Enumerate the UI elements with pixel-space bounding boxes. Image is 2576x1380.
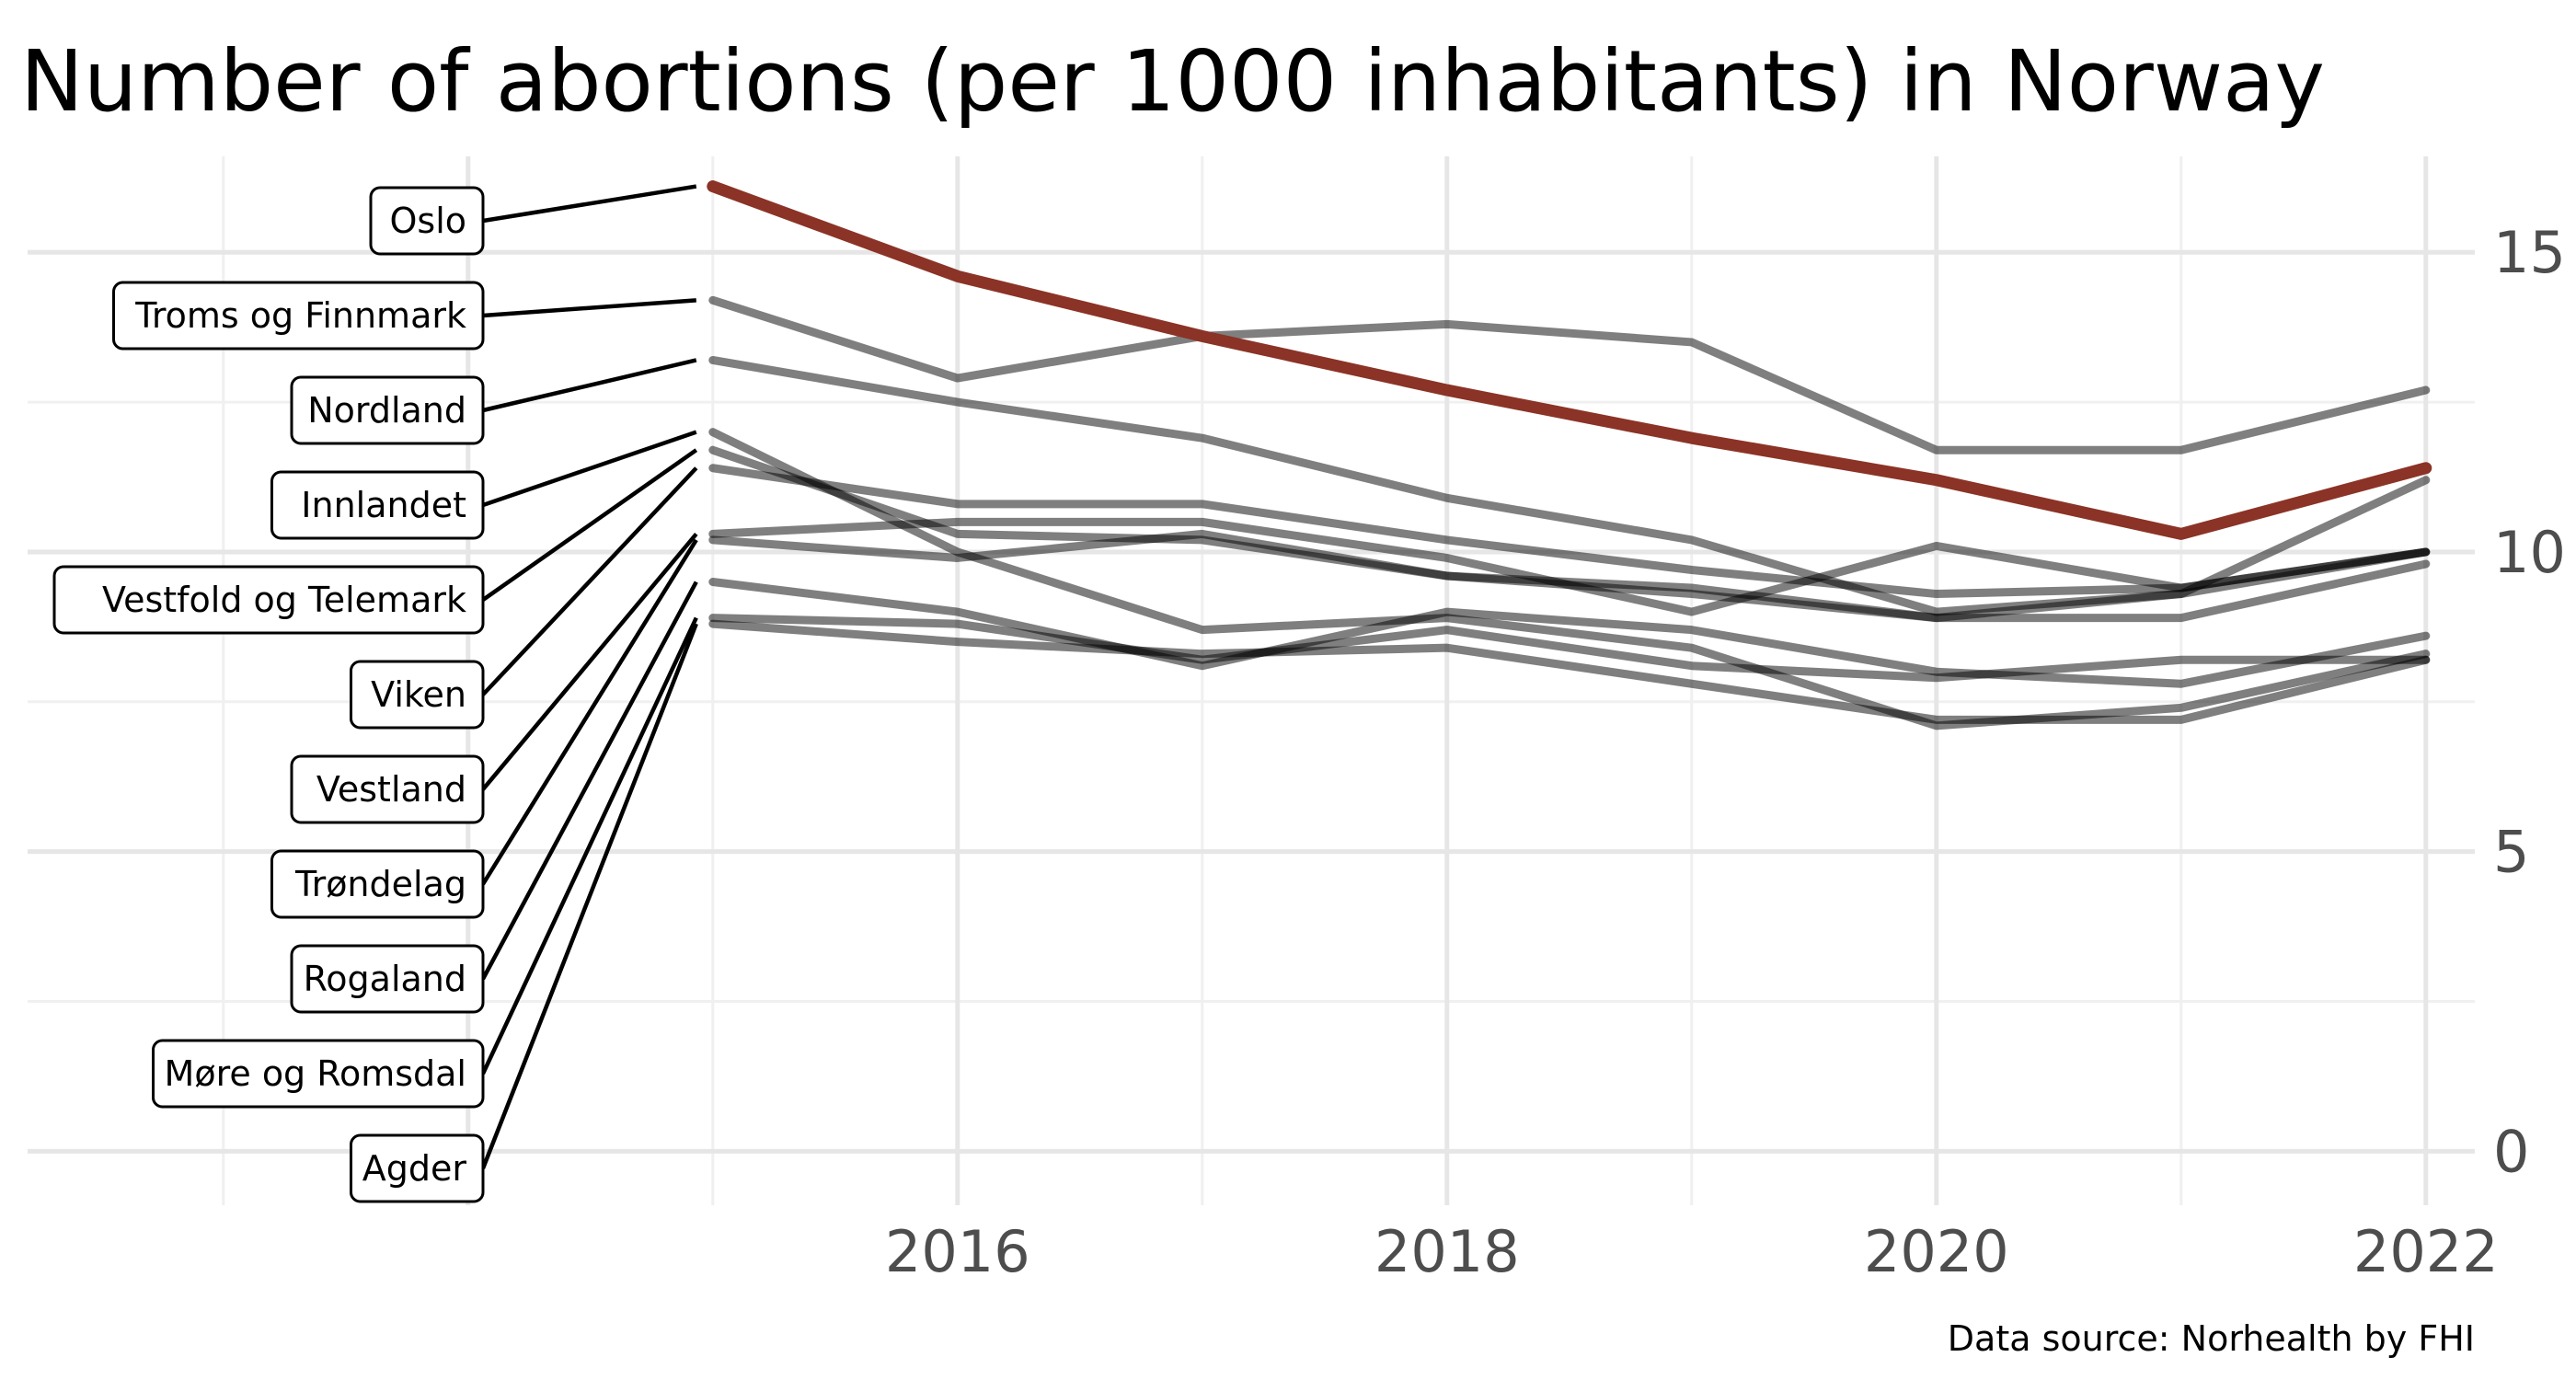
series-label-box — [350, 660, 485, 730]
series-label-box — [369, 186, 485, 256]
x-tick-label: 2020 — [1864, 1218, 2009, 1285]
series-label: Vestland — [316, 769, 466, 810]
chart-caption: Data source: Norhealth by FHI — [1948, 1318, 2475, 1359]
series-lines — [707, 180, 2432, 730]
x-tick-label: 2016 — [885, 1218, 1030, 1285]
series-label-box — [270, 470, 485, 540]
label-connector — [481, 538, 698, 886]
y-tick-label: 15 — [2493, 219, 2566, 286]
y-tick-label: 5 — [2493, 819, 2529, 886]
series-label: Vestfold og Telemark — [102, 580, 466, 620]
series-label-box — [52, 565, 485, 635]
series-label-box — [270, 849, 485, 919]
label-connector — [482, 430, 697, 508]
series-label: Trøndelag — [294, 864, 466, 904]
series-label-box — [350, 1133, 485, 1203]
series-label: Oslo — [389, 201, 466, 241]
series-line-nordland — [708, 355, 2431, 616]
series-label-box — [290, 754, 485, 824]
series-line-m-re-og-romsdal — [708, 614, 2431, 683]
y-axis-ticks: 0 5 10 15 — [2493, 219, 2566, 1185]
series-label: Møre og Romsdal — [165, 1053, 466, 1094]
label-connector — [482, 184, 697, 224]
label-connector — [482, 298, 696, 318]
series-labels: Oslo Troms og Finnmark Nordland Innlandet Ve… — [52, 186, 485, 1203]
series-label-box — [152, 1039, 485, 1109]
series-label: Nordland — [307, 390, 466, 431]
series-label: Troms og Finnmark — [134, 295, 466, 336]
x-tick-label: 2018 — [1374, 1218, 1520, 1285]
series-line-innlandet — [708, 428, 2431, 730]
label-connector — [481, 581, 698, 981]
series-label-box — [290, 944, 485, 1014]
series-line-oslo — [707, 180, 2432, 540]
series-line-troms-og-finnmark — [708, 295, 2431, 454]
series-line-viken — [708, 464, 2431, 599]
x-axis-ticks: 2016 2018 2020 2022 — [885, 1218, 2499, 1285]
chart-title: Number of abortions (per 1000 inhabitant… — [20, 32, 2325, 131]
series-label: Agder — [362, 1148, 467, 1189]
label-connector — [481, 466, 698, 696]
series-label-box — [112, 281, 485, 351]
y-tick-label: 0 — [2493, 1118, 2529, 1185]
series-label: Viken — [371, 674, 466, 715]
series-line-tr-ndelag — [708, 529, 2431, 623]
series-label: Rogaland — [304, 959, 466, 999]
series-label-box — [290, 375, 485, 445]
series-line-agder — [708, 619, 2431, 724]
label-connector — [480, 616, 698, 1075]
label-connectors — [480, 184, 698, 1169]
series-line-rogaland — [708, 578, 2431, 688]
label-connector — [481, 532, 698, 791]
label-connector — [482, 358, 697, 413]
label-connector — [481, 448, 698, 602]
y-tick-label: 10 — [2493, 519, 2566, 586]
x-tick-label: 2022 — [2353, 1218, 2499, 1285]
label-connector — [480, 623, 698, 1169]
series-label: Innlandet — [301, 485, 466, 525]
